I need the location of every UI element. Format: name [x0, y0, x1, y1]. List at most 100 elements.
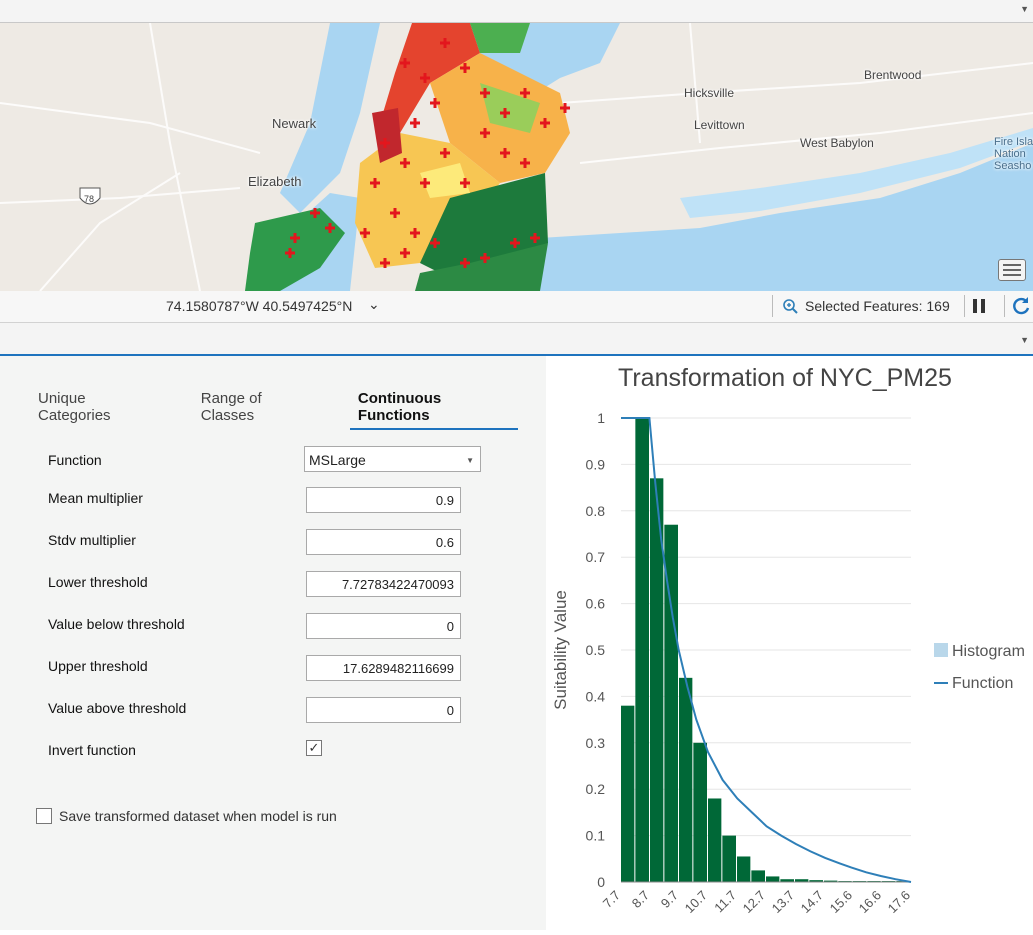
- map-canvas[interactable]: [0, 23, 1033, 291]
- raster-hotspot-2: [420, 163, 470, 198]
- legend-histogram-swatch: [934, 643, 948, 657]
- raster-brooklyn: [355, 133, 500, 268]
- pause-icon: [973, 299, 977, 313]
- y-tick-label: 0.2: [586, 781, 606, 797]
- raster-bronx: [470, 23, 530, 53]
- tab-unique-categories[interactable]: Unique Categories: [38, 390, 111, 424]
- lower-threshold-label: Lower threshold: [48, 574, 148, 590]
- water-south-bay: [680, 128, 1033, 218]
- histogram-bar: [737, 856, 751, 882]
- x-tick-label: 16.6: [856, 888, 885, 917]
- function-line: [621, 417, 912, 883]
- feature-markers: [285, 38, 570, 268]
- y-tick-label: 0.1: [586, 828, 606, 844]
- x-tick-label: 13.7: [769, 888, 798, 917]
- refresh-button[interactable]: [1004, 295, 1032, 317]
- tab-range-of-classes[interactable]: Range of Classes: [200, 390, 262, 424]
- invert-function-checkbox[interactable]: ✓: [306, 740, 322, 756]
- map-status-bar: 74.1580787°W 40.5497425°N ⌄ Selected Fea…: [0, 291, 1033, 323]
- water-ocean: [500, 143, 1033, 291]
- function-select-value: MSLarge: [309, 452, 366, 468]
- chart-title: Transformation of NYC_PM25: [618, 364, 952, 392]
- tab-continuous-functions[interactable]: Continuous Functions: [349, 390, 518, 430]
- x-tick-label: 11.7: [711, 888, 739, 916]
- x-tick-label: 9.7: [658, 888, 681, 911]
- lower-threshold-input[interactable]: 7.72783422470093: [306, 571, 461, 597]
- y-tick-label: 0.8: [586, 503, 606, 519]
- map-label-west-babylon: West Babylon: [800, 136, 874, 150]
- y-axis-label: Suitability Value: [551, 590, 570, 710]
- y-tick-label: 0.4: [586, 688, 606, 704]
- y-tick-label: 0.6: [586, 596, 606, 612]
- toolbar-dropdown-icon[interactable]: ▼: [1020, 4, 1029, 14]
- map-label-brentwood: Brentwood: [864, 68, 922, 82]
- map-layers-icon[interactable]: [998, 259, 1026, 281]
- map-roads: [0, 23, 1033, 291]
- map-label-hicksville: Hicksville: [684, 86, 735, 100]
- map-label-fire-island: Fire Isla Nation Seasho: [994, 136, 1033, 172]
- highway-shield-icon: [79, 187, 101, 205]
- mean-multiplier-label: Mean multiplier: [48, 490, 143, 506]
- top-toolbar: ▼: [0, 0, 1033, 23]
- water-hudson: [280, 23, 380, 213]
- transformation-tabs: Unique Categories Range of Classes Conti…: [30, 390, 546, 430]
- x-tick-label: 17.6: [885, 888, 914, 917]
- histogram-bar: [780, 879, 794, 882]
- coordinate-readout: 74.1580787°W 40.5497425°N: [166, 298, 353, 314]
- legend-function-label: Function: [952, 675, 1013, 692]
- function-select[interactable]: MSLarge ▼: [304, 446, 481, 472]
- pause-icon-bar: [981, 299, 985, 313]
- transformation-settings-panel: Unique Categories Range of Classes Conti…: [0, 356, 546, 930]
- histogram-bar: [722, 835, 736, 882]
- histogram-bar: [751, 870, 765, 882]
- highway-number: 78: [84, 194, 95, 204]
- save-transformed-checkbox[interactable]: [36, 808, 52, 824]
- y-tick-label: 0: [597, 874, 605, 890]
- zoom-to-selection-icon[interactable]: [781, 297, 799, 315]
- histogram-bar: [824, 880, 838, 882]
- x-tick-label: 8.7: [629, 888, 652, 911]
- histogram-bar: [664, 524, 678, 882]
- histogram-bar: [795, 879, 809, 882]
- legend-histogram-label: Histogram: [952, 643, 1025, 660]
- y-tick-label: 0.9: [586, 456, 606, 472]
- x-tick-label: 15.6: [827, 888, 856, 917]
- map-view[interactable]: Newark Elizabeth Hicksville Levittown We…: [0, 23, 1033, 291]
- y-tick-label: 1: [597, 410, 605, 426]
- value-above-threshold-label: Value above threshold: [48, 700, 187, 716]
- histogram-bar: [766, 876, 780, 882]
- histogram-bar: [679, 677, 693, 882]
- y-tick-label: 0.5: [586, 642, 606, 658]
- refresh-icon: [1013, 297, 1030, 315]
- stdv-multiplier-input[interactable]: 0.6: [306, 529, 461, 555]
- invert-function-label: Invert function: [48, 742, 136, 758]
- map-label-newark: Newark: [272, 116, 317, 131]
- map-label-levittown: Levittown: [694, 118, 745, 132]
- panel-header-strip: ▼: [0, 323, 1033, 356]
- raster-south-queens: [415, 243, 548, 291]
- save-transformed-label: Save transformed dataset when model is r…: [59, 808, 337, 824]
- y-tick-label: 0.3: [586, 735, 606, 751]
- histogram-bar: [708, 798, 722, 882]
- upper-threshold-input[interactable]: 17.6289482116699: [306, 655, 461, 681]
- selected-features[interactable]: Selected Features: 169: [772, 295, 950, 317]
- function-label: Function: [48, 452, 102, 468]
- histogram-bar: [809, 880, 823, 882]
- transformation-chart-panel: Transformation of NYC_PM25 0 0.1 0.2 0.3 0.4…: [546, 356, 1033, 930]
- x-tick-label: 10.7: [682, 888, 711, 917]
- histogram-bar: [635, 418, 649, 882]
- mean-multiplier-input[interactable]: 0.9: [306, 487, 461, 513]
- histogram-bar: [693, 742, 707, 882]
- pause-drawing-button[interactable]: [964, 295, 985, 317]
- histogram-bar: [621, 705, 635, 882]
- transformation-chart: 0 0.1 0.2 0.3 0.4 0.5 0.6 0.7 0.8 0.9 1 7.7 8.7 9.7 10…: [551, 410, 1025, 917]
- x-tick-label: 14.7: [798, 888, 827, 917]
- y-tick-label: 0.7: [586, 549, 606, 565]
- value-below-threshold-input[interactable]: 0: [306, 613, 461, 639]
- panel-dropdown-icon[interactable]: ▼: [1020, 335, 1029, 345]
- raster-staten: [245, 208, 345, 291]
- chevron-down-icon[interactable]: ⌄: [368, 296, 380, 312]
- selected-features-label: Selected Features: 169: [805, 298, 950, 314]
- upper-threshold-label: Upper threshold: [48, 658, 148, 674]
- value-above-threshold-input[interactable]: 0: [306, 697, 461, 723]
